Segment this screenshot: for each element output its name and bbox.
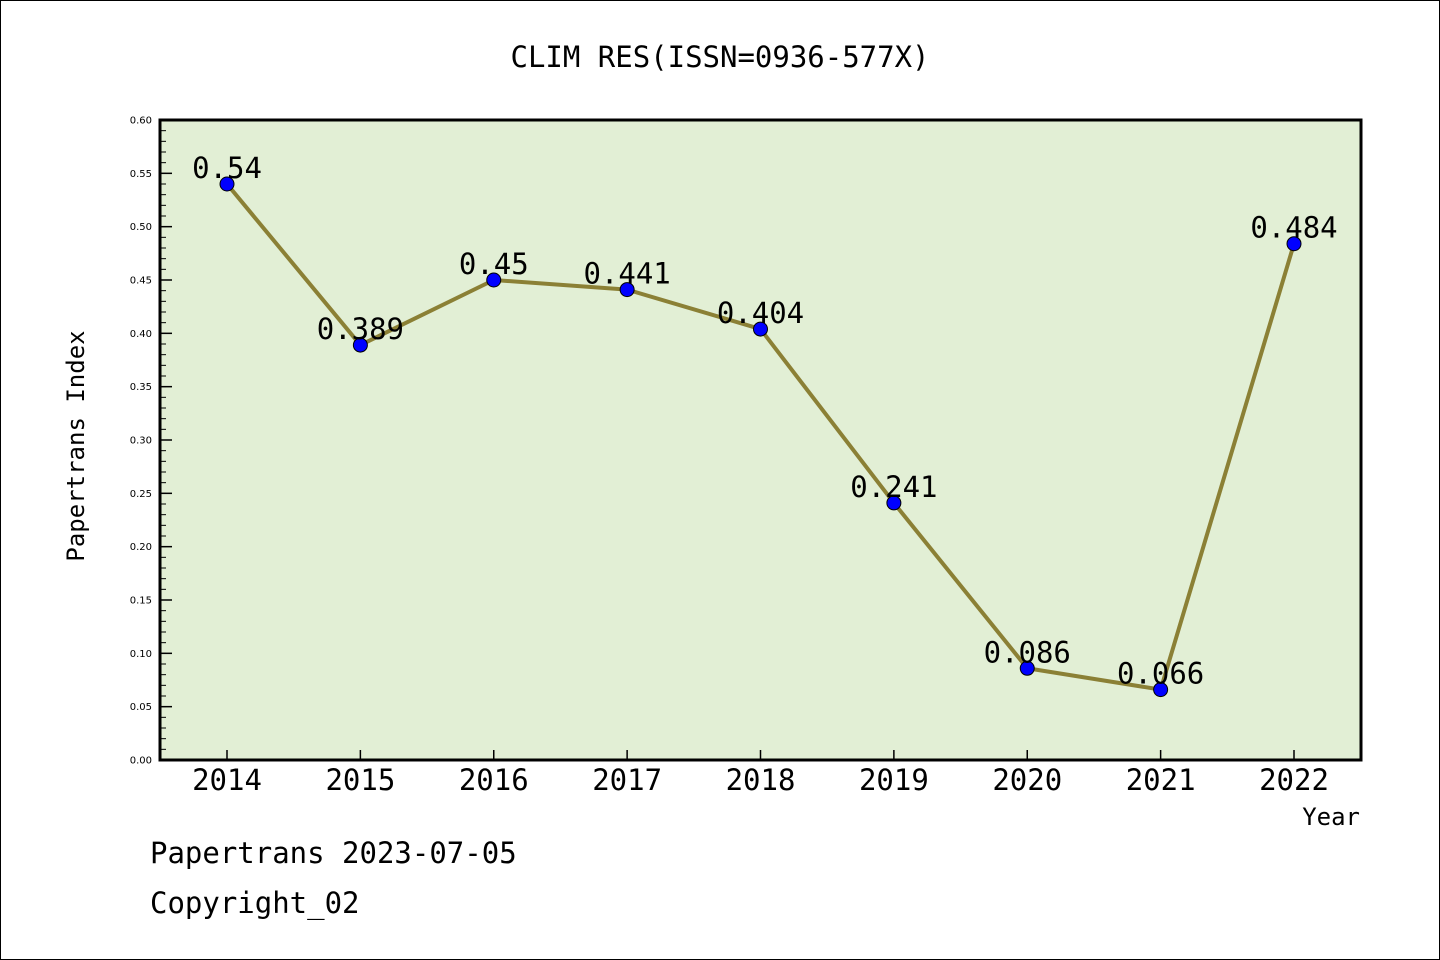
data-markers [219, 176, 1302, 698]
y-tick-label: 0.40 [130, 329, 152, 340]
x-axis-ticks: 2014 2015 2016 2017 2018 2019 2020 2021 2022 [192, 750, 1329, 797]
data-point [352, 337, 368, 353]
data-label: 0.066 [1117, 657, 1204, 691]
plot-area [160, 120, 1361, 760]
data-label: 0.389 [317, 312, 404, 346]
x-tick-label: 2017 [592, 763, 662, 797]
y-tick-label: 0.35 [130, 382, 152, 393]
data-labels: 0.54 0.389 0.45 0.441 0.404 0.241 0.086 0.066 0.… [192, 151, 1338, 691]
y-axis-label: Papertrans Index [62, 330, 90, 561]
y-tick-label: 0.15 [130, 596, 152, 607]
x-tick-label: 2020 [992, 763, 1062, 797]
y-tick-label: 0.10 [130, 649, 152, 660]
data-label: 0.404 [717, 296, 804, 330]
data-label: 0.54 [192, 151, 262, 185]
data-label: 0.441 [583, 257, 670, 291]
y-tick-label: 0.30 [130, 436, 152, 447]
data-point [1019, 660, 1035, 676]
x-tick-label: 2015 [325, 763, 395, 797]
data-label: 0.45 [459, 247, 529, 281]
data-point [1153, 682, 1169, 698]
x-tick-label: 2021 [1126, 763, 1196, 797]
x-tick-label: 2022 [1259, 763, 1329, 797]
x-axis-label: Year [1302, 803, 1360, 831]
y-tick-label: 0.55 [130, 169, 152, 180]
x-tick-label: 2014 [192, 763, 262, 797]
data-point [1286, 236, 1302, 252]
footer-copyright: Copyright_02 [150, 886, 360, 920]
y-tick-label: 0.25 [130, 489, 152, 500]
x-tick-label: 2016 [459, 763, 529, 797]
data-point [753, 321, 768, 337]
y-tick-label: 0.60 [130, 116, 152, 127]
plot-border [158, 118, 1363, 762]
y-tick-label: 0.50 [130, 222, 152, 233]
y-axis-ticks: 0.00 0.05 0.10 0.15 0.20 0.25 0.30 0.35 0.40 0.45… [130, 116, 172, 767]
data-point [219, 176, 235, 192]
data-label: 0.241 [850, 470, 937, 504]
data-point [486, 272, 502, 288]
data-label: 0.086 [984, 635, 1071, 669]
x-tick-label: 2019 [859, 763, 929, 797]
chart-title: CLIM RES(ISSN=0936-577X) [510, 40, 929, 74]
data-point [886, 495, 902, 511]
x-tick-label: 2018 [726, 763, 796, 797]
y-tick-label: 0.00 [130, 756, 152, 767]
footer-date: Papertrans 2023-07-05 [150, 836, 517, 870]
y-tick-label: 0.45 [130, 276, 152, 287]
data-point [619, 282, 635, 298]
y-tick-label: 0.20 [130, 542, 152, 553]
y-tick-label: 0.05 [130, 702, 152, 713]
data-label: 0.484 [1250, 211, 1337, 245]
